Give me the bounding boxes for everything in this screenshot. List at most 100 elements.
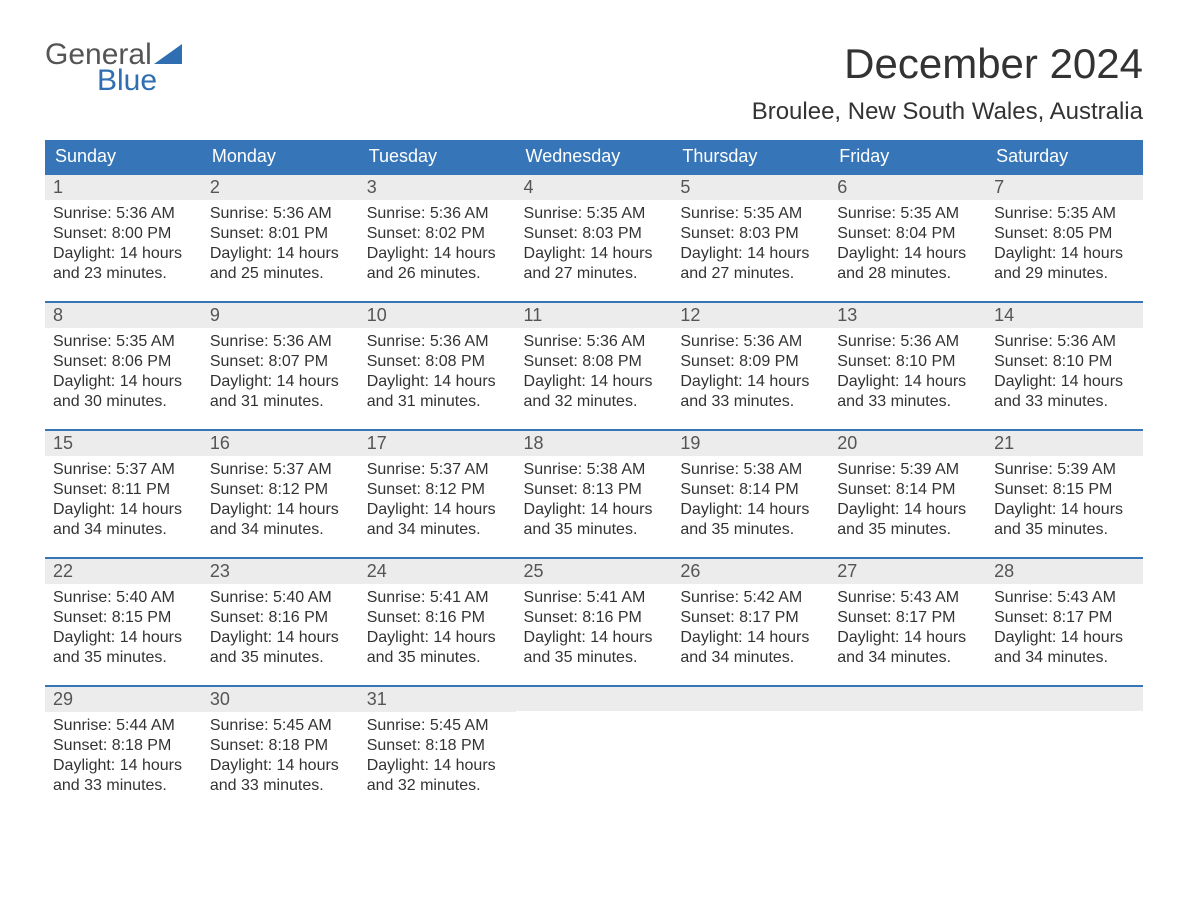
- day-sunrise: Sunrise: 5:36 AM: [524, 332, 665, 352]
- calendar-cell: 20Sunrise: 5:39 AMSunset: 8:14 PMDayligh…: [829, 429, 986, 557]
- calendar-cell: 5Sunrise: 5:35 AMSunset: 8:03 PMDaylight…: [672, 173, 829, 301]
- calendar-cell: 11Sunrise: 5:36 AMSunset: 8:08 PMDayligh…: [516, 301, 673, 429]
- day-sunrise: Sunrise: 5:42 AM: [680, 588, 821, 608]
- day-d2: and 28 minutes.: [837, 264, 978, 284]
- day-d2: and 25 minutes.: [210, 264, 351, 284]
- day-sunrise: Sunrise: 5:35 AM: [53, 332, 194, 352]
- day-d2: and 35 minutes.: [210, 648, 351, 668]
- calendar-cell: 12Sunrise: 5:36 AMSunset: 8:09 PMDayligh…: [672, 301, 829, 429]
- empty-day: [516, 685, 673, 711]
- day-sunrise: Sunrise: 5:44 AM: [53, 716, 194, 736]
- day-d1: Daylight: 14 hours: [367, 244, 508, 264]
- day-sunset: Sunset: 8:18 PM: [53, 736, 194, 756]
- day-details: Sunrise: 5:41 AMSunset: 8:16 PMDaylight:…: [359, 584, 516, 676]
- day-details: Sunrise: 5:40 AMSunset: 8:16 PMDaylight:…: [202, 584, 359, 676]
- day-d1: Daylight: 14 hours: [210, 372, 351, 392]
- day-number: 3: [359, 173, 516, 200]
- day-d1: Daylight: 14 hours: [680, 500, 821, 520]
- day-d1: Daylight: 14 hours: [367, 628, 508, 648]
- day-number: 12: [672, 301, 829, 328]
- day-number: 14: [986, 301, 1143, 328]
- day-sunset: Sunset: 8:16 PM: [524, 608, 665, 628]
- day-number: 7: [986, 173, 1143, 200]
- day-sunrise: Sunrise: 5:35 AM: [680, 204, 821, 224]
- page-title: December 2024: [752, 40, 1143, 88]
- day-d1: Daylight: 14 hours: [210, 244, 351, 264]
- weekday-header: Tuesday: [359, 140, 516, 173]
- day-sunrise: Sunrise: 5:36 AM: [367, 332, 508, 352]
- day-d2: and 35 minutes.: [524, 648, 665, 668]
- day-number: 11: [516, 301, 673, 328]
- day-d1: Daylight: 14 hours: [210, 756, 351, 776]
- day-details: Sunrise: 5:45 AMSunset: 8:18 PMDaylight:…: [202, 712, 359, 804]
- day-sunset: Sunset: 8:17 PM: [680, 608, 821, 628]
- day-sunrise: Sunrise: 5:35 AM: [994, 204, 1135, 224]
- day-d1: Daylight: 14 hours: [53, 500, 194, 520]
- day-number: 13: [829, 301, 986, 328]
- day-d2: and 29 minutes.: [994, 264, 1135, 284]
- calendar-cell: 14Sunrise: 5:36 AMSunset: 8:10 PMDayligh…: [986, 301, 1143, 429]
- day-d1: Daylight: 14 hours: [524, 244, 665, 264]
- calendar-cell: 2Sunrise: 5:36 AMSunset: 8:01 PMDaylight…: [202, 173, 359, 301]
- day-sunrise: Sunrise: 5:37 AM: [210, 460, 351, 480]
- day-details: Sunrise: 5:37 AMSunset: 8:12 PMDaylight:…: [202, 456, 359, 548]
- day-sunrise: Sunrise: 5:36 AM: [367, 204, 508, 224]
- day-d2: and 35 minutes.: [680, 520, 821, 540]
- calendar-cell: 26Sunrise: 5:42 AMSunset: 8:17 PMDayligh…: [672, 557, 829, 685]
- day-d2: and 34 minutes.: [53, 520, 194, 540]
- day-sunset: Sunset: 8:15 PM: [53, 608, 194, 628]
- day-d2: and 33 minutes.: [837, 392, 978, 412]
- calendar-cell: 22Sunrise: 5:40 AMSunset: 8:15 PMDayligh…: [45, 557, 202, 685]
- empty-day: [986, 685, 1143, 711]
- day-sunset: Sunset: 8:14 PM: [680, 480, 821, 500]
- day-sunset: Sunset: 8:18 PM: [367, 736, 508, 756]
- day-sunset: Sunset: 8:01 PM: [210, 224, 351, 244]
- day-sunrise: Sunrise: 5:40 AM: [210, 588, 351, 608]
- day-details: Sunrise: 5:38 AMSunset: 8:13 PMDaylight:…: [516, 456, 673, 548]
- day-d1: Daylight: 14 hours: [53, 372, 194, 392]
- day-sunrise: Sunrise: 5:40 AM: [53, 588, 194, 608]
- calendar-cell: [516, 685, 673, 813]
- calendar-cell: [829, 685, 986, 813]
- day-sunrise: Sunrise: 5:45 AM: [210, 716, 351, 736]
- day-sunset: Sunset: 8:08 PM: [367, 352, 508, 372]
- calendar-table: SundayMondayTuesdayWednesdayThursdayFrid…: [45, 140, 1143, 813]
- day-d1: Daylight: 14 hours: [680, 628, 821, 648]
- day-details: Sunrise: 5:42 AMSunset: 8:17 PMDaylight:…: [672, 584, 829, 676]
- day-sunset: Sunset: 8:17 PM: [994, 608, 1135, 628]
- calendar-cell: 19Sunrise: 5:38 AMSunset: 8:14 PMDayligh…: [672, 429, 829, 557]
- day-d1: Daylight: 14 hours: [367, 372, 508, 392]
- day-d2: and 34 minutes.: [210, 520, 351, 540]
- day-number: 28: [986, 557, 1143, 584]
- day-number: 10: [359, 301, 516, 328]
- day-d2: and 26 minutes.: [367, 264, 508, 284]
- location: Broulee, New South Wales, Australia: [752, 98, 1143, 126]
- day-number: 15: [45, 429, 202, 456]
- day-details: Sunrise: 5:43 AMSunset: 8:17 PMDaylight:…: [986, 584, 1143, 676]
- day-number: 19: [672, 429, 829, 456]
- day-d1: Daylight: 14 hours: [680, 372, 821, 392]
- day-sunset: Sunset: 8:10 PM: [994, 352, 1135, 372]
- day-sunset: Sunset: 8:07 PM: [210, 352, 351, 372]
- day-d2: and 33 minutes.: [994, 392, 1135, 412]
- day-d2: and 35 minutes.: [524, 520, 665, 540]
- day-details: Sunrise: 5:37 AMSunset: 8:12 PMDaylight:…: [359, 456, 516, 548]
- calendar-cell: 6Sunrise: 5:35 AMSunset: 8:04 PMDaylight…: [829, 173, 986, 301]
- day-sunrise: Sunrise: 5:36 AM: [210, 332, 351, 352]
- day-sunset: Sunset: 8:03 PM: [524, 224, 665, 244]
- day-number: 8: [45, 301, 202, 328]
- weekday-header: Saturday: [986, 140, 1143, 173]
- day-d2: and 35 minutes.: [367, 648, 508, 668]
- day-number: 30: [202, 685, 359, 712]
- day-sunrise: Sunrise: 5:43 AM: [994, 588, 1135, 608]
- day-details: Sunrise: 5:36 AMSunset: 8:10 PMDaylight:…: [986, 328, 1143, 420]
- brand-sail-icon: [154, 42, 184, 64]
- day-number: 2: [202, 173, 359, 200]
- calendar-cell: 7Sunrise: 5:35 AMSunset: 8:05 PMDaylight…: [986, 173, 1143, 301]
- day-d1: Daylight: 14 hours: [837, 500, 978, 520]
- day-details: Sunrise: 5:44 AMSunset: 8:18 PMDaylight:…: [45, 712, 202, 804]
- calendar-cell: 4Sunrise: 5:35 AMSunset: 8:03 PMDaylight…: [516, 173, 673, 301]
- calendar-cell: 27Sunrise: 5:43 AMSunset: 8:17 PMDayligh…: [829, 557, 986, 685]
- brand-logo: General Blue: [45, 40, 184, 96]
- day-sunset: Sunset: 8:08 PM: [524, 352, 665, 372]
